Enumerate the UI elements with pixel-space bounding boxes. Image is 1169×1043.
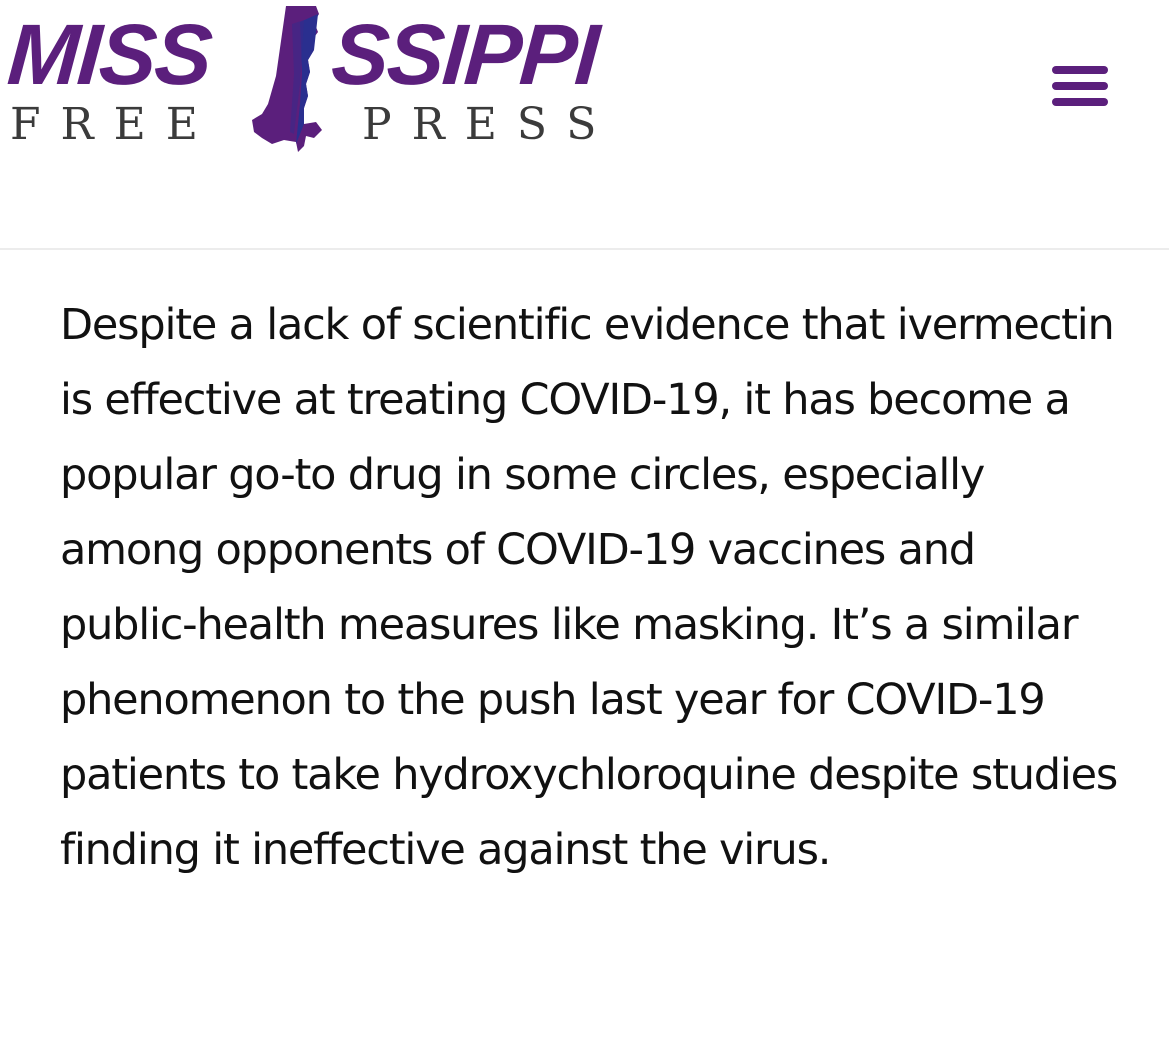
logo-word-right: SSIPPI — [328, 7, 601, 103]
logo-subtitle-right: PRESS — [362, 99, 617, 150]
article-body: Despite a lack of scientific evidence th… — [60, 288, 1120, 888]
logo-subtitle-left: FREE — [10, 99, 218, 150]
site-logo[interactable]: MISS SSIPPI FREE PRESS — [4, 4, 646, 154]
mississippi-state-icon — [252, 6, 322, 152]
hamburger-menu-button[interactable] — [1048, 62, 1112, 112]
hamburger-menu-icon — [1052, 66, 1108, 74]
article-paragraph: Despite a lack of scientific evidence th… — [60, 300, 1118, 875]
site-header: MISS SSIPPI FREE PRESS — [0, 0, 1169, 250]
menu-bar-bottom — [1052, 98, 1108, 106]
menu-bar-middle — [1052, 82, 1108, 90]
logo-word-left: MISS — [4, 7, 214, 103]
